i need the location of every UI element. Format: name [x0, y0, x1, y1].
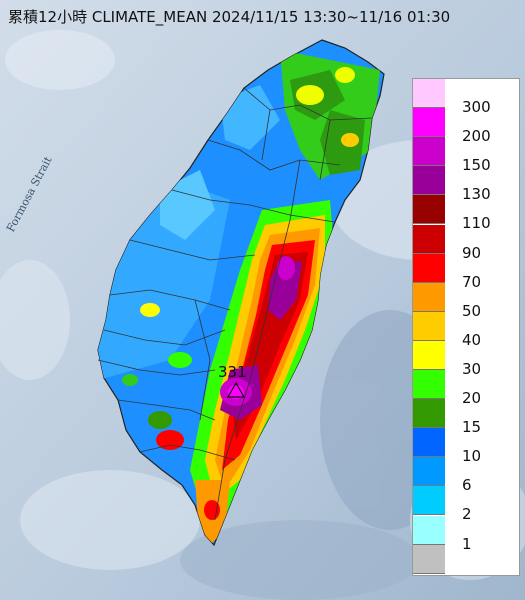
county-boundaries: [97, 87, 373, 521]
legend-swatch: [413, 515, 445, 545]
legend-label: 50: [462, 301, 482, 320]
legend-swatch: [413, 544, 445, 574]
legend-swatch: [413, 137, 445, 167]
legend-swatch: [413, 486, 445, 516]
legend-label: 6: [462, 476, 472, 495]
legend-swatch: [413, 311, 445, 341]
legend-swatch: [413, 282, 445, 312]
legend-label: 30: [462, 359, 482, 378]
legend-label: 200: [462, 127, 491, 146]
legend-label: 20: [462, 389, 482, 407]
peak-value-label: 331: [218, 363, 247, 381]
legend-swatch: [413, 399, 445, 429]
legend-swatch: [413, 166, 445, 196]
legend-label: 2: [462, 505, 472, 524]
legend-label: 70: [462, 272, 482, 291]
legend-label: 110: [462, 214, 491, 233]
legend-swatch: [413, 253, 445, 283]
legend-label: 40: [462, 330, 482, 349]
map-title: 累積12小時 CLIMATE_MEAN 2024/11/15 13:30~11/…: [8, 8, 451, 26]
legend-swatch: [413, 108, 445, 138]
legend-swatch: [413, 340, 445, 370]
legend-label: 300: [462, 98, 491, 116]
legend-swatch: [413, 457, 445, 487]
legend-label: 130: [462, 185, 491, 204]
legend-swatch: [413, 195, 445, 225]
legend-swatch: [413, 224, 445, 254]
peak-marker-icon: [226, 381, 246, 398]
legend-swatch: [413, 370, 445, 400]
legend-label: 15: [462, 418, 482, 437]
legend-label: 90: [462, 243, 482, 262]
legend-swatch: [413, 79, 445, 109]
legend-label: 150: [462, 156, 491, 175]
legend-swatch: [413, 428, 445, 458]
legend-label: 10: [462, 447, 482, 466]
legend-label: 1: [462, 534, 472, 553]
